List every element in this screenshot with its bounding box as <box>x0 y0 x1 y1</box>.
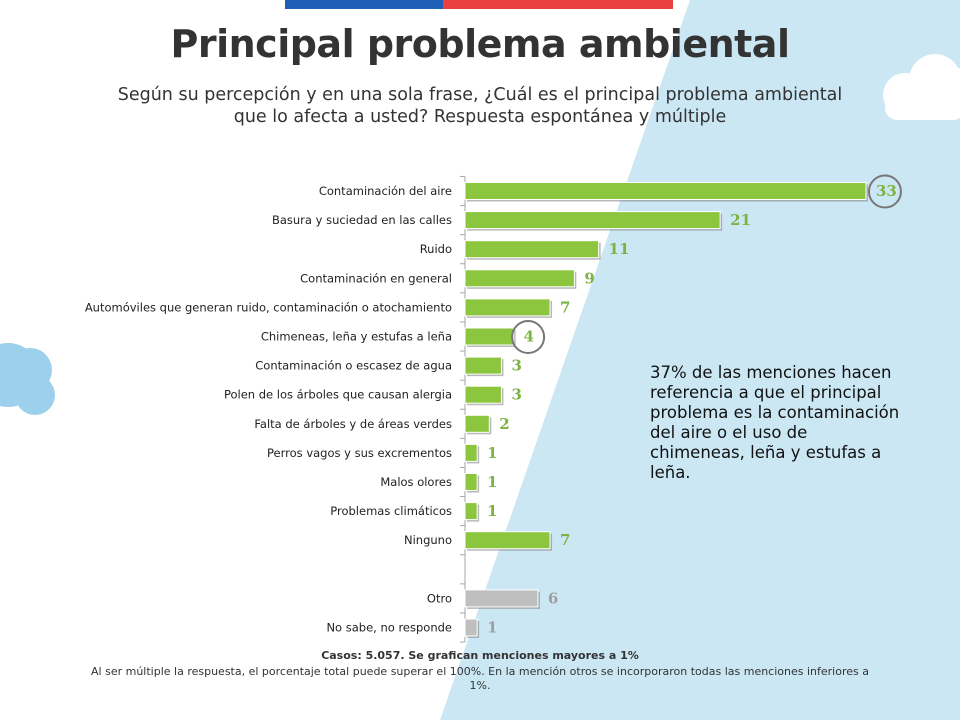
bar <box>464 589 539 608</box>
footer-note: Al ser múltiple la respuesta, el porcent… <box>91 665 869 692</box>
bar <box>464 618 478 637</box>
bar <box>464 443 478 462</box>
highlight-note: 37% de las menciones hacen referencia a … <box>650 363 900 482</box>
flag-stripe-red <box>443 0 673 9</box>
category-label: Ruido <box>420 242 452 256</box>
bar <box>464 211 721 230</box>
highlight-circle <box>511 320 546 354</box>
bar <box>464 269 575 288</box>
category-label: Malos olores <box>380 475 452 489</box>
flag-stripe-blue <box>285 0 443 9</box>
value-label: 1 <box>487 444 497 462</box>
value-label: 2 <box>499 415 509 433</box>
category-label: Chimeneas, leña y estufas a leña <box>261 330 452 344</box>
bar <box>464 240 600 259</box>
chart-category-labels: Contaminación del aire Basura y suciedad … <box>85 184 452 635</box>
chart-subtitle: Según su percepción y en una sola frase,… <box>117 85 843 127</box>
bar-chart: Contaminación del aire Basura y suciedad … <box>85 174 902 643</box>
bar <box>464 531 551 550</box>
value-label: 4 <box>524 328 534 346</box>
category-label: Problemas climáticos <box>330 504 452 518</box>
value-label: 1 <box>487 619 497 637</box>
value-label: 3 <box>511 386 521 404</box>
highlight-circle <box>867 174 902 209</box>
bar <box>464 473 478 491</box>
value-label: 6 <box>548 589 558 607</box>
value-label: 7 <box>560 298 570 316</box>
value-label: 1 <box>487 473 497 491</box>
value-label: 33 <box>876 182 897 200</box>
bar <box>464 356 502 375</box>
value-label: 11 <box>609 240 630 258</box>
value-label: 7 <box>560 531 570 549</box>
value-label: 21 <box>730 211 751 229</box>
bar <box>464 385 502 404</box>
category-label: Contaminación en general <box>300 271 452 285</box>
bar <box>464 182 867 200</box>
bar <box>464 327 515 346</box>
category-label: Perros vagos y sus excrementos <box>267 446 452 460</box>
category-label: Otro <box>427 591 452 605</box>
chart-highlight-circles <box>511 174 902 354</box>
value-label: 1 <box>487 502 497 520</box>
category-label: Contaminación o escasez de agua <box>255 359 452 373</box>
value-label: 3 <box>511 357 521 375</box>
value-label: 9 <box>584 269 594 287</box>
category-label: No sabe, no responde <box>326 621 452 635</box>
footer-cases: Casos: 5.057. Se grafican menciones mayo… <box>321 649 639 662</box>
category-label: Contaminación del aire <box>319 184 452 198</box>
category-label: Automóviles que generan ruido, contamina… <box>85 300 452 314</box>
category-label: Falta de árboles y de áreas verdes <box>254 417 452 431</box>
category-label: Basura y suciedad en las calles <box>272 213 452 227</box>
bar <box>464 502 478 521</box>
chart-axis <box>460 175 466 643</box>
chart-bars <box>464 182 868 638</box>
category-label: Polen de los árboles que causan alergia <box>224 388 452 402</box>
bar <box>464 298 551 317</box>
page-title: Principal problema ambiental <box>170 22 790 66</box>
bar <box>464 414 490 433</box>
category-label: Ninguno <box>404 533 452 547</box>
